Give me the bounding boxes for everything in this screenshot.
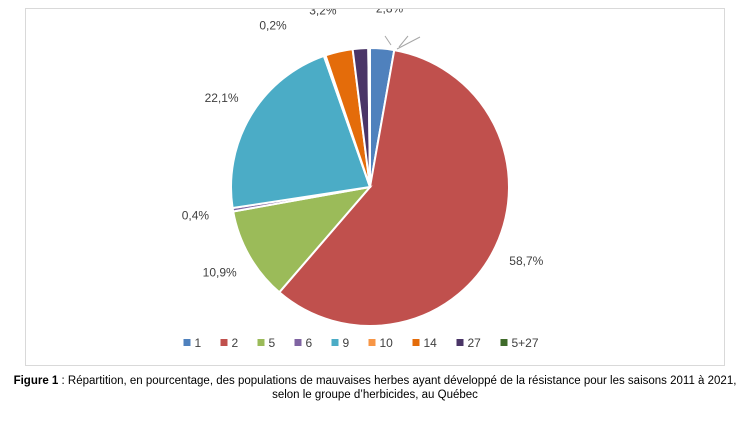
legend-swatch-10 bbox=[368, 339, 376, 346]
legend-item-10: 10 bbox=[368, 336, 394, 350]
legend-label-10: 10 bbox=[380, 336, 394, 350]
data-label-6: 0,4% bbox=[182, 209, 210, 223]
leader-line bbox=[396, 36, 421, 50]
data-label-9: 22,1% bbox=[205, 91, 239, 105]
legend: 1 2 5 6 9 10 14 27 5+27 bbox=[183, 336, 539, 350]
pie-slice-2 bbox=[277, 48, 510, 327]
legend-item-2: 2 bbox=[220, 336, 239, 350]
legend-swatch-6 bbox=[294, 339, 302, 346]
legend-swatch-2 bbox=[220, 339, 228, 346]
legend-swatch-9 bbox=[331, 339, 339, 346]
leader-line bbox=[384, 35, 392, 46]
legend-item-9: 9 bbox=[331, 336, 350, 350]
legend-label-1: 1 bbox=[195, 336, 202, 350]
legend-swatch-5 bbox=[257, 339, 265, 346]
legend-swatch-27 bbox=[456, 339, 464, 346]
legend-item-6: 6 bbox=[294, 336, 313, 350]
data-label-14: 3,2% bbox=[309, 9, 337, 17]
legend-item-5: 5 bbox=[257, 336, 276, 350]
legend-label-6: 6 bbox=[306, 336, 313, 350]
legend-swatch-1 bbox=[183, 339, 191, 346]
legend-label-2: 2 bbox=[232, 336, 239, 350]
caption-prefix: Figure 1 bbox=[13, 375, 59, 387]
pie-slice-5+27 bbox=[367, 46, 371, 188]
leader-line bbox=[398, 35, 409, 48]
caption-text: : Répartition, en pourcentage, des popul… bbox=[58, 375, 737, 401]
pie-slice-5 bbox=[232, 185, 373, 294]
legend-swatch-5+27 bbox=[500, 339, 508, 346]
legend-item-5+27: 5+27 bbox=[500, 336, 539, 350]
legend-label-5: 5 bbox=[269, 336, 276, 350]
data-label-2: 58,7% bbox=[509, 254, 543, 268]
legend-label-27: 27 bbox=[468, 336, 482, 350]
legend-item-27: 27 bbox=[456, 336, 482, 350]
legend-label-9: 9 bbox=[343, 336, 350, 350]
legend-label-14: 14 bbox=[424, 336, 438, 350]
data-label-5: 10,9% bbox=[203, 266, 237, 280]
pie-slice-9 bbox=[230, 54, 372, 210]
pie-slices bbox=[230, 46, 510, 327]
slice-labels: 2,8%58,7%10,9%0,4%22,1%0,2%3,2%1,8%0,2% bbox=[182, 9, 544, 280]
data-label-10: 0,2% bbox=[259, 19, 287, 33]
legend-item-1: 1 bbox=[183, 336, 202, 350]
legend-swatch-14 bbox=[412, 339, 420, 346]
chart-area: 2,8%58,7%10,9%0,4%22,1%0,2%3,2%1,8%0,2% … bbox=[25, 8, 725, 366]
data-label-1: 2,8% bbox=[376, 9, 404, 16]
legend-item-14: 14 bbox=[412, 336, 438, 350]
pie-chart: 2,8%58,7%10,9%0,4%22,1%0,2%3,2%1,8%0,2% … bbox=[182, 9, 544, 350]
legend-label-5+27: 5+27 bbox=[512, 336, 539, 350]
figure-caption: Figure 1 : Répartition, en pourcentage, … bbox=[0, 374, 750, 402]
